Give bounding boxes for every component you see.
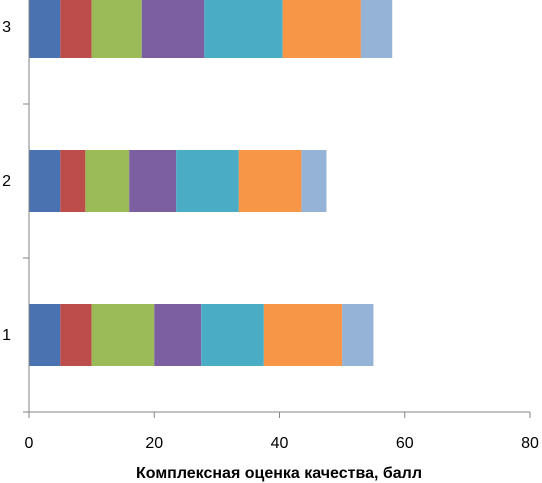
bar-series-group [29, 0, 393, 366]
bar-segment-cat1-s7 [342, 304, 374, 366]
bar-segment-cat3-s2 [60, 0, 92, 58]
x-tick-label-80: 80 [521, 435, 539, 452]
bar-segment-cat3-s3 [91, 0, 142, 58]
bar-segment-cat1-s6 [263, 304, 343, 366]
bar-segment-cat1-s2 [60, 304, 92, 366]
bar-segment-cat2-s3 [85, 150, 130, 212]
bar-segment-cat3-s5 [204, 0, 283, 58]
bar-segment-cat3-s6 [282, 0, 361, 58]
x-axis-title: Комплексная оценка качества, балл [136, 465, 422, 482]
bar-segment-cat2-s7 [301, 150, 327, 212]
bar-segment-cat2-s5 [176, 150, 239, 212]
x-axis-ticks [28, 412, 531, 418]
y-tick-label-3: 3 [2, 19, 11, 36]
x-tick-label-20: 20 [145, 435, 163, 452]
bar-segment-cat2-s6 [238, 150, 302, 212]
bar-segment-cat2-s4 [129, 150, 177, 212]
bar-segment-cat1-s3 [91, 304, 155, 366]
x-tick-label-0: 0 [25, 435, 34, 452]
bar-segment-cat3-s1 [29, 0, 61, 58]
bar-segment-cat2-s1 [29, 150, 61, 212]
bar-segment-cat1-s1 [29, 304, 61, 366]
bar-segment-cat2-s2 [60, 150, 86, 212]
x-tick-label-60: 60 [396, 435, 414, 452]
y-axis-ticks [23, 103, 29, 413]
bar-segment-cat3-s7 [360, 0, 393, 58]
y-tick-label-2: 2 [2, 173, 11, 190]
bar-segment-cat1-s4 [154, 304, 202, 366]
y-axis-tick-labels: 1 2 3 [2, 19, 11, 344]
bar-segment-cat1-s5 [201, 304, 264, 366]
x-tick-label-40: 40 [271, 435, 289, 452]
x-axis-tick-labels: 0 20 40 60 80 [25, 435, 539, 452]
bar-segment-cat3-s4 [141, 0, 205, 58]
y-tick-label-1: 1 [2, 327, 11, 344]
